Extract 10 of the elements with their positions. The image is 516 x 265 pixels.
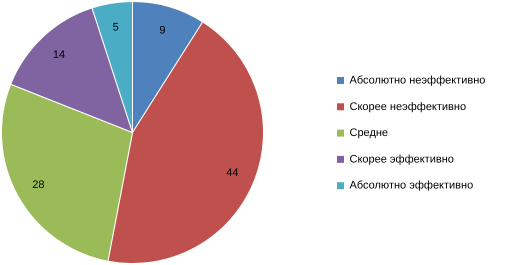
data-label: 9 — [159, 24, 166, 36]
legend-label: Средне — [350, 127, 388, 140]
data-label: 5 — [112, 21, 119, 34]
data-label: 28 — [32, 179, 44, 192]
legend-label: Абсолютно эффективно — [350, 180, 474, 192]
data-label: 14 — [52, 49, 66, 62]
legend-label: Абсолютно неэффективно — [350, 74, 486, 86]
data-label: 44 — [226, 167, 239, 180]
legend-label: Скорее эффективно — [350, 153, 454, 166]
legend-label: Скорее неэффективно — [350, 100, 466, 113]
